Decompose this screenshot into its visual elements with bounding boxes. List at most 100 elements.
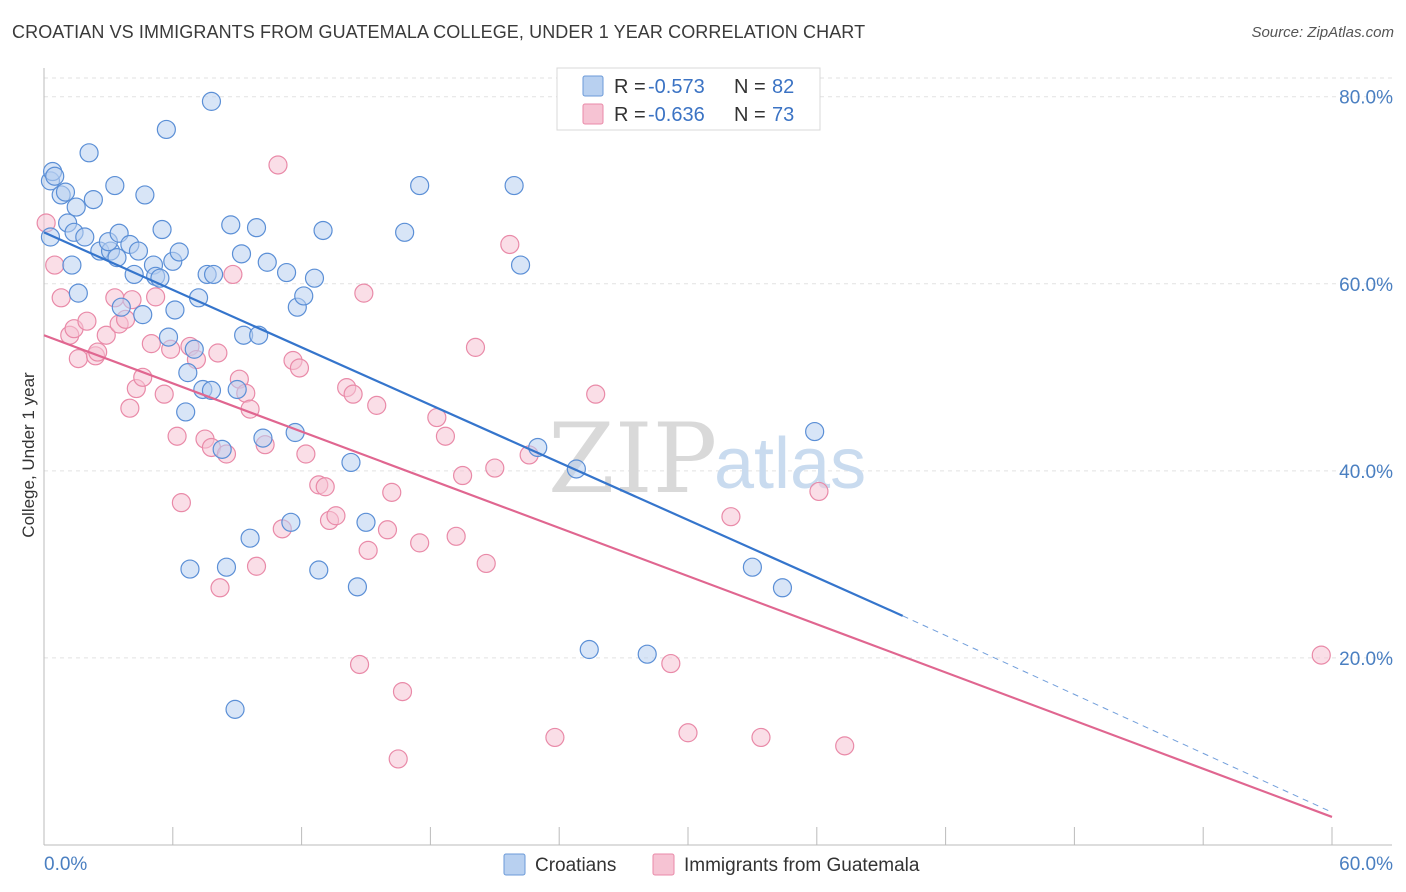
legend-n-value-2: 73 (772, 104, 794, 126)
guatemala-point (120, 398, 140, 418)
guatemala-point (289, 358, 310, 378)
guatemala-point (141, 334, 161, 354)
croatian-point (45, 166, 65, 186)
guatemala-point (208, 343, 228, 363)
croatian-point (510, 255, 531, 275)
guatemala-point (326, 506, 346, 526)
guatemala-point (77, 311, 97, 331)
y-tick-label-2: 60.0% (1339, 275, 1393, 296)
source-label: Source: ZipAtlas.com (1251, 24, 1394, 41)
croatian-point (152, 219, 172, 240)
guatemala-point (268, 155, 288, 175)
guatemala-point (377, 520, 398, 540)
croatian-point (83, 189, 103, 210)
chart-title: CROATIAN VS IMMIGRANTS FROM GUATEMALA CO… (12, 22, 866, 42)
guatemala-trend-line (43, 334, 1333, 818)
croatian-point (637, 644, 657, 664)
croatian-point (341, 452, 361, 473)
guatemala-point (45, 255, 65, 275)
croatian-point (180, 559, 200, 579)
croatian-point (178, 363, 198, 383)
croatian-point (313, 220, 333, 241)
legend-n-label-2: N = (734, 104, 766, 126)
guatemala-point (751, 727, 771, 748)
guatemala-point (476, 553, 496, 574)
legend-n-label-1: N = (734, 76, 766, 98)
series-guatemala-points (36, 155, 1331, 769)
croatian-point (133, 305, 153, 325)
croatian-point (294, 286, 314, 306)
legend-swatch-croatians (582, 75, 604, 97)
y-tick-label-3: 80.0% (1339, 88, 1393, 109)
guatemala-point (246, 556, 267, 576)
guatemala-point (392, 681, 413, 702)
guatemala-point (167, 426, 187, 446)
guatemala-point (210, 578, 230, 598)
guatemala-point (349, 654, 370, 675)
guatemala-point (96, 325, 116, 345)
croatian-point (135, 185, 155, 205)
trend-lines (43, 231, 1333, 818)
axes (43, 68, 1392, 846)
guatemala-point (809, 481, 829, 502)
x-tick-labels: 0.0% 60.0% (44, 854, 1393, 875)
guatemala-point (146, 287, 166, 307)
guatemala-point (171, 493, 191, 513)
croatian-point (227, 379, 247, 400)
croatian-point (165, 300, 185, 320)
croatian-point (231, 244, 252, 264)
guatemala-point (410, 533, 430, 553)
croatian-point (201, 91, 222, 111)
guatemala-point (586, 384, 606, 404)
croatian-point (156, 119, 176, 140)
croatian-point (221, 215, 241, 235)
y-tick-label-0: 20.0% (1339, 649, 1393, 670)
legend-r-value-2: -0.636 (648, 104, 705, 126)
croatians-trend-line (43, 231, 904, 617)
croatian-point (240, 528, 260, 548)
croatian-point (347, 577, 368, 597)
guatemala-point (154, 384, 174, 404)
guatemala-point (223, 264, 243, 285)
croatian-point (66, 197, 86, 217)
guatemala-point (296, 444, 316, 464)
guatemala-point (465, 337, 486, 357)
croatian-point (75, 227, 95, 247)
guatemala-point (367, 395, 387, 415)
y-tick-labels: 20.0% 40.0% 60.0% 80.0% (1339, 88, 1393, 670)
guatemala-point (485, 458, 505, 478)
watermark-zip: ZIP (548, 403, 717, 515)
croatian-point (203, 264, 224, 285)
guatemala-point (382, 482, 402, 502)
guatemala-point (1311, 645, 1331, 665)
croatian-point (111, 297, 131, 317)
croatian-point (410, 175, 430, 196)
guatemala-point (661, 653, 681, 674)
y-axis-label: College, Under 1 year (19, 372, 38, 538)
guatemala-point (358, 540, 378, 560)
croatian-point (55, 182, 76, 202)
croatian-point (68, 283, 88, 303)
croatian-point (579, 639, 599, 660)
legend-n-value-1: 82 (772, 76, 794, 98)
croatians-trend-extension (902, 615, 1333, 813)
guatemala-point (678, 723, 698, 743)
bottom-legend-swatch-croatians (503, 853, 526, 876)
bottom-legend-guatemala: Immigrants from Guatemala (684, 855, 920, 876)
y-tick-label-1: 40.0% (1339, 462, 1393, 483)
croatian-point (257, 252, 277, 272)
croatian-point (79, 143, 99, 163)
guatemala-point (343, 384, 363, 404)
croatian-point (184, 339, 204, 359)
guatemala-point (315, 477, 335, 497)
croatian-point (216, 557, 237, 577)
legend-swatch-guatemala (582, 103, 604, 125)
legend-r-label-2: R = (614, 104, 646, 126)
guatemala-point (51, 288, 71, 308)
croatian-point (304, 268, 325, 288)
croatian-point (212, 439, 232, 459)
croatian-point (128, 241, 149, 261)
croatian-point (504, 175, 524, 196)
bottom-legend-croatians: Croatians (535, 855, 616, 876)
